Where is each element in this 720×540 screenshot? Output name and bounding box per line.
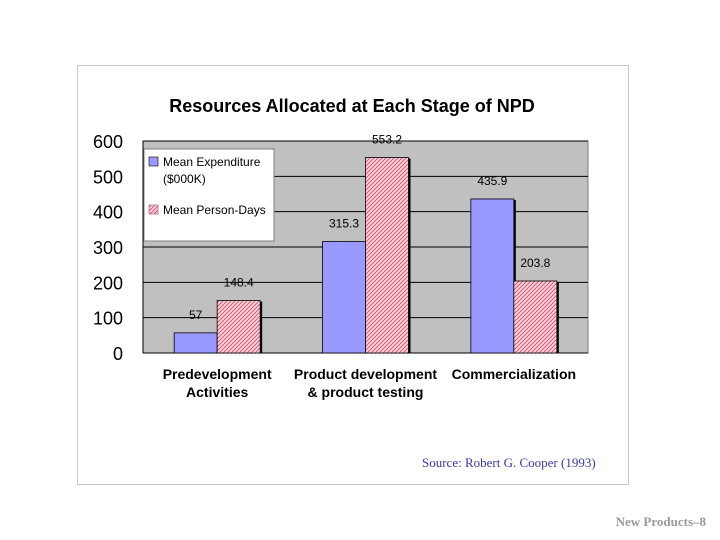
bar-expenditure[interactable]: [470, 198, 515, 354]
legend-box: [143, 148, 275, 242]
category-label: Commercialization: [452, 366, 576, 382]
chart-title: Resources Allocated at Each Stage of NPD: [169, 96, 534, 116]
y-tick-label: 200: [93, 273, 123, 293]
category-label: Product development: [294, 366, 437, 382]
legend-label: Mean Expenditure: [163, 155, 261, 169]
y-tick-label: 0: [113, 344, 123, 364]
data-label: 57: [189, 308, 203, 322]
bar-person-days[interactable]: [216, 300, 261, 354]
legend-label: Mean Person-Days: [163, 203, 266, 217]
y-tick-label: 300: [93, 238, 123, 258]
category-label: Activities: [186, 384, 248, 400]
y-tick-label: 400: [93, 203, 123, 223]
data-label: 315.3: [329, 217, 359, 231]
slide-footer: New Products–8: [615, 514, 706, 529]
y-tick-label: 100: [93, 309, 123, 329]
data-label: 148.4: [224, 276, 254, 290]
category-label: & product testing: [308, 384, 424, 400]
bar-person-days[interactable]: [513, 280, 558, 354]
data-label: 435.9: [477, 174, 507, 188]
chart: Resources Allocated at Each Stage of NPD…: [93, 96, 589, 400]
legend-label: ($000K): [163, 172, 206, 186]
data-label: 553.2: [372, 133, 402, 147]
bar-expenditure[interactable]: [173, 332, 218, 354]
data-label: 203.8: [520, 256, 550, 270]
legend-swatch-person-days: [148, 204, 159, 215]
y-tick-label: 500: [93, 167, 123, 187]
y-tick-label: 600: [93, 132, 123, 152]
category-label: Predevelopment: [163, 366, 272, 382]
bar-expenditure[interactable]: [322, 241, 366, 354]
chart-panel: Resources Allocated at Each Stage of NPD…: [77, 65, 629, 485]
legend-swatch-expenditure: [148, 156, 159, 167]
source-citation: Source: Robert G. Cooper (1993): [422, 455, 596, 470]
bar-person-days[interactable]: [365, 157, 409, 354]
